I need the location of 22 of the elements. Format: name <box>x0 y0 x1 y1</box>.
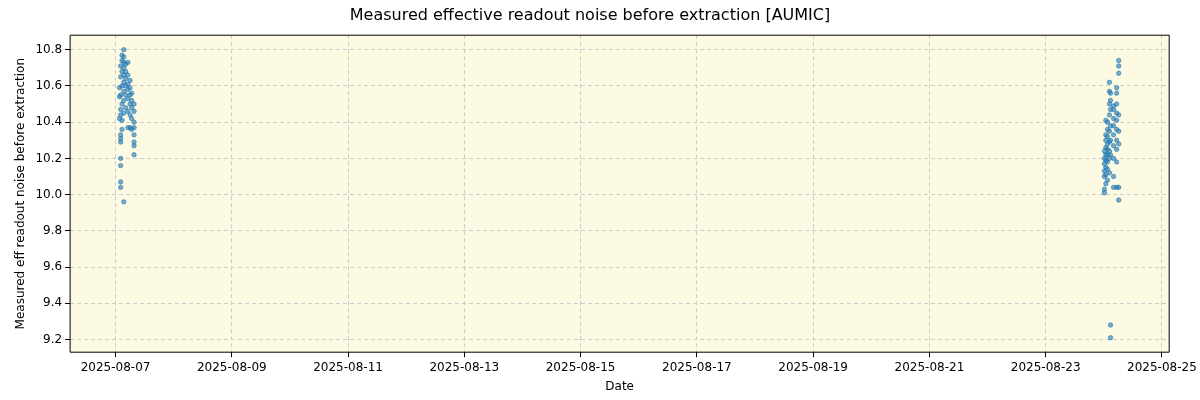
y-tick-label: 9.8 <box>43 222 63 237</box>
x-tick-label: 2025-08-23 <box>1010 359 1081 374</box>
y-tick-label: 10.6 <box>35 78 63 93</box>
x-tick-label: 2025-08-09 <box>196 359 267 374</box>
x-tick-label: 2025-08-07 <box>80 359 151 374</box>
x-axis-title: Date <box>605 378 634 393</box>
y-tick-label: 10.2 <box>35 150 63 165</box>
x-tick-label: 2025-08-19 <box>778 359 849 374</box>
x-tick-label: 2025-08-13 <box>429 359 500 374</box>
y-tick-label: 9.6 <box>43 259 63 274</box>
y-tick-label: 9.2 <box>43 331 63 346</box>
x-tick-label: 2025-08-11 <box>313 359 383 374</box>
x-tick-label: 2025-08-15 <box>545 359 616 374</box>
y-tick-label: 10.4 <box>35 114 63 129</box>
x-tick-label: 2025-08-21 <box>894 359 965 374</box>
x-tick-label: 2025-08-17 <box>661 359 732 374</box>
y-tick-label: 10.0 <box>35 186 63 201</box>
chart-title: Measured effective readout noise before extraction [AUMIC] <box>349 4 831 24</box>
y-axis-title: Measured eff readout noise before extraction <box>13 58 28 330</box>
y-tick-label: 10.8 <box>35 41 63 56</box>
x-tick-label: 2025-08-25 <box>1127 359 1197 374</box>
y-tick-label: 9.4 <box>43 295 63 310</box>
